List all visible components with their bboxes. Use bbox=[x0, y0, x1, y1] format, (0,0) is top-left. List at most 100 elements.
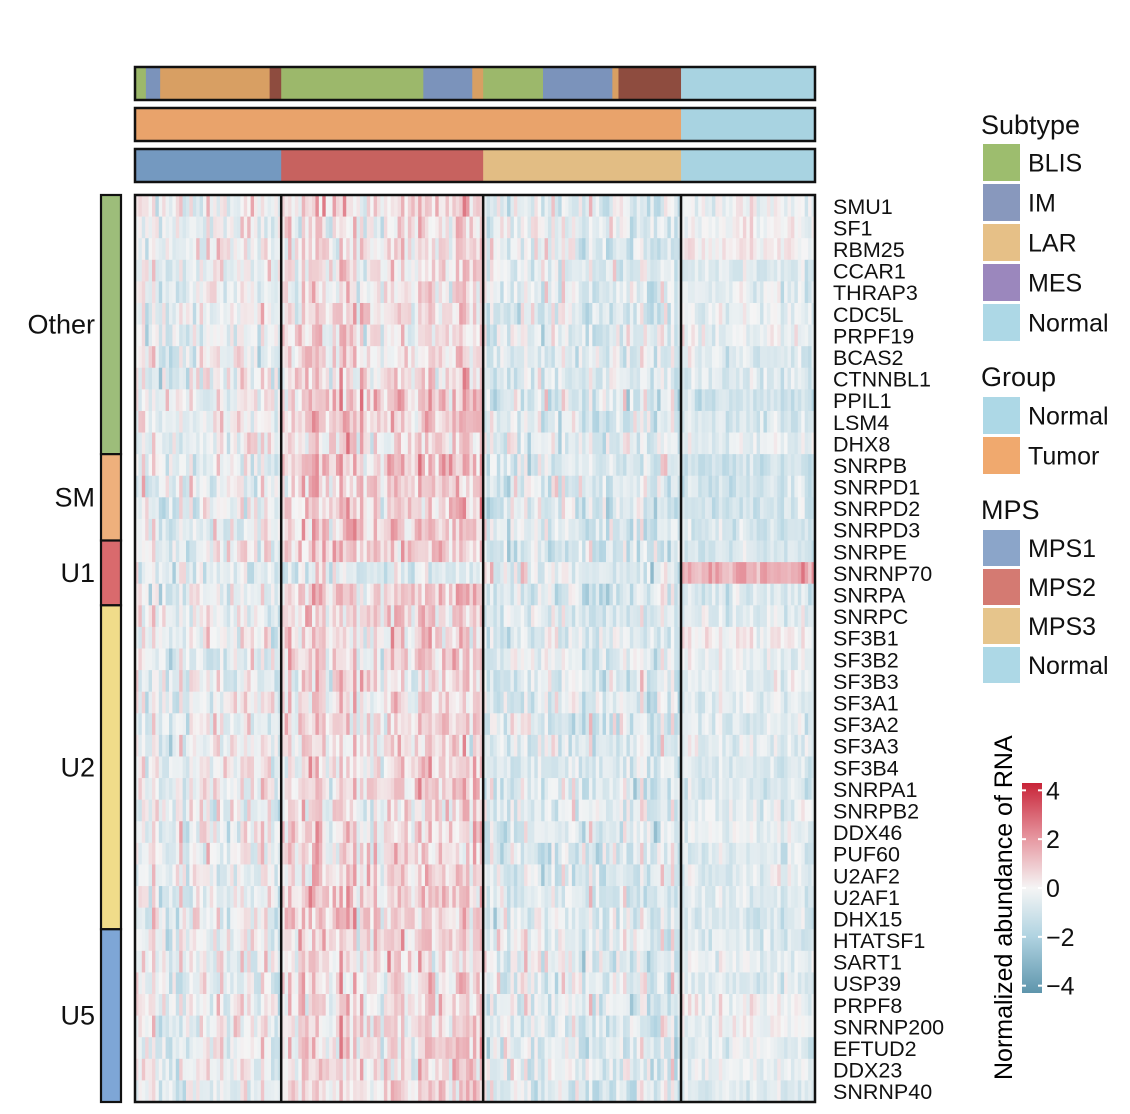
heatmap-cell bbox=[152, 324, 156, 347]
heatmap-cell bbox=[459, 1058, 463, 1081]
heatmap-cell bbox=[629, 281, 634, 304]
heatmap-cell bbox=[145, 367, 149, 390]
heatmap-cell bbox=[428, 670, 433, 693]
heatmap-cell bbox=[226, 454, 231, 477]
heatmap-cell bbox=[240, 540, 245, 563]
heatmap-cell bbox=[196, 346, 200, 369]
heatmap-cell bbox=[209, 302, 214, 325]
heatmap-cell bbox=[452, 195, 457, 217]
heatmap-cell bbox=[472, 454, 477, 477]
heatmap-cell bbox=[254, 324, 258, 347]
heatmap-cell bbox=[411, 821, 416, 844]
heatmap-cell bbox=[152, 605, 156, 628]
heatmap-cell bbox=[329, 886, 333, 908]
heatmap-cell bbox=[318, 562, 323, 585]
heatmap-cell bbox=[298, 605, 303, 628]
heatmap-cell bbox=[158, 1080, 163, 1102]
heatmap-cell bbox=[199, 691, 204, 714]
heatmap-cell bbox=[274, 389, 279, 412]
heatmap-cell bbox=[243, 302, 248, 325]
heatmap-cell bbox=[250, 281, 255, 304]
heatmap-cell bbox=[223, 972, 228, 995]
heatmap-cell bbox=[301, 367, 306, 390]
heatmap-cell bbox=[626, 324, 631, 347]
heatmap-cell bbox=[264, 778, 268, 801]
heatmap-cell bbox=[199, 259, 204, 282]
heatmap-cell bbox=[332, 821, 337, 844]
heatmap-cell bbox=[206, 346, 211, 369]
heatmap-cell bbox=[318, 821, 323, 844]
heatmap-cell bbox=[209, 691, 214, 714]
heatmap-cell bbox=[394, 994, 398, 1016]
heatmap-cell bbox=[462, 216, 467, 239]
heatmap-cell bbox=[294, 648, 299, 671]
heatmap-cell bbox=[421, 950, 426, 973]
heatmap-cell bbox=[226, 259, 231, 282]
heatmap-cell bbox=[148, 540, 153, 563]
heatmap-cell bbox=[476, 281, 481, 304]
heatmap-cell bbox=[342, 648, 347, 671]
heatmap-cell bbox=[169, 691, 173, 714]
heatmap-cell bbox=[493, 302, 498, 325]
heatmap-cell bbox=[366, 648, 371, 671]
heatmap-cell bbox=[135, 648, 139, 671]
heatmap-cell bbox=[175, 799, 180, 822]
heatmap-cell bbox=[155, 324, 160, 347]
heatmap-cell bbox=[489, 367, 494, 390]
heatmap-cell bbox=[544, 259, 549, 282]
heatmap-cell bbox=[414, 540, 419, 563]
heatmap-cell bbox=[394, 432, 398, 455]
heatmap-cell bbox=[401, 238, 405, 261]
heatmap-cell bbox=[284, 1037, 289, 1060]
heatmap-cell bbox=[175, 1015, 180, 1038]
heatmap-cell bbox=[342, 389, 347, 412]
heatmap-cell bbox=[401, 281, 405, 304]
heatmap-cell bbox=[199, 842, 204, 865]
heatmap-cell bbox=[646, 238, 651, 261]
heatmap-cell bbox=[448, 518, 453, 541]
heatmap-cell bbox=[271, 972, 275, 995]
heatmap-cell bbox=[380, 367, 385, 390]
heatmap-cell bbox=[383, 691, 388, 714]
heatmap-cell bbox=[172, 238, 177, 261]
heatmap-cell bbox=[240, 972, 245, 995]
heatmap-cell bbox=[445, 605, 450, 628]
heatmap-cell bbox=[288, 734, 292, 757]
heatmap-cell bbox=[315, 1080, 320, 1102]
heatmap-cell bbox=[507, 259, 511, 282]
heatmap-cell bbox=[196, 691, 200, 714]
heatmap-cell bbox=[250, 259, 255, 282]
heatmap-cell bbox=[558, 432, 562, 455]
heatmap-cell bbox=[175, 605, 180, 628]
heatmap-cell bbox=[459, 842, 463, 865]
heatmap-cell bbox=[349, 475, 354, 498]
heatmap-cell bbox=[507, 216, 511, 239]
heatmap-cell bbox=[445, 518, 450, 541]
heatmap-cell bbox=[318, 734, 323, 757]
heatmap-cell bbox=[141, 929, 146, 952]
heatmap-cell bbox=[247, 346, 251, 369]
heatmap-cell bbox=[216, 216, 221, 239]
heatmap-cell bbox=[189, 799, 194, 822]
heatmap-cell bbox=[530, 324, 535, 347]
heatmap-cell bbox=[640, 367, 644, 390]
heatmap-cell bbox=[264, 929, 268, 952]
heatmap-cell bbox=[284, 799, 289, 822]
heatmap-cell bbox=[435, 475, 440, 498]
heatmap-cell bbox=[206, 972, 211, 995]
heatmap-cell bbox=[472, 1058, 477, 1081]
heatmap-cell bbox=[162, 410, 166, 433]
heatmap-cell bbox=[507, 389, 511, 412]
heatmap-cell bbox=[431, 540, 436, 563]
heatmap-cell bbox=[254, 1037, 258, 1060]
heatmap-cell bbox=[373, 821, 378, 844]
heatmap-cell bbox=[383, 497, 388, 520]
heatmap-cell bbox=[466, 821, 470, 844]
heatmap-cell bbox=[155, 1015, 160, 1038]
heatmap-cell bbox=[264, 1058, 268, 1081]
heatmap-cell bbox=[373, 497, 378, 520]
heatmap-cell bbox=[233, 691, 238, 714]
heatmap-cell bbox=[189, 670, 194, 693]
heatmap-cell bbox=[418, 1058, 422, 1081]
heatmap-cell bbox=[288, 626, 292, 649]
